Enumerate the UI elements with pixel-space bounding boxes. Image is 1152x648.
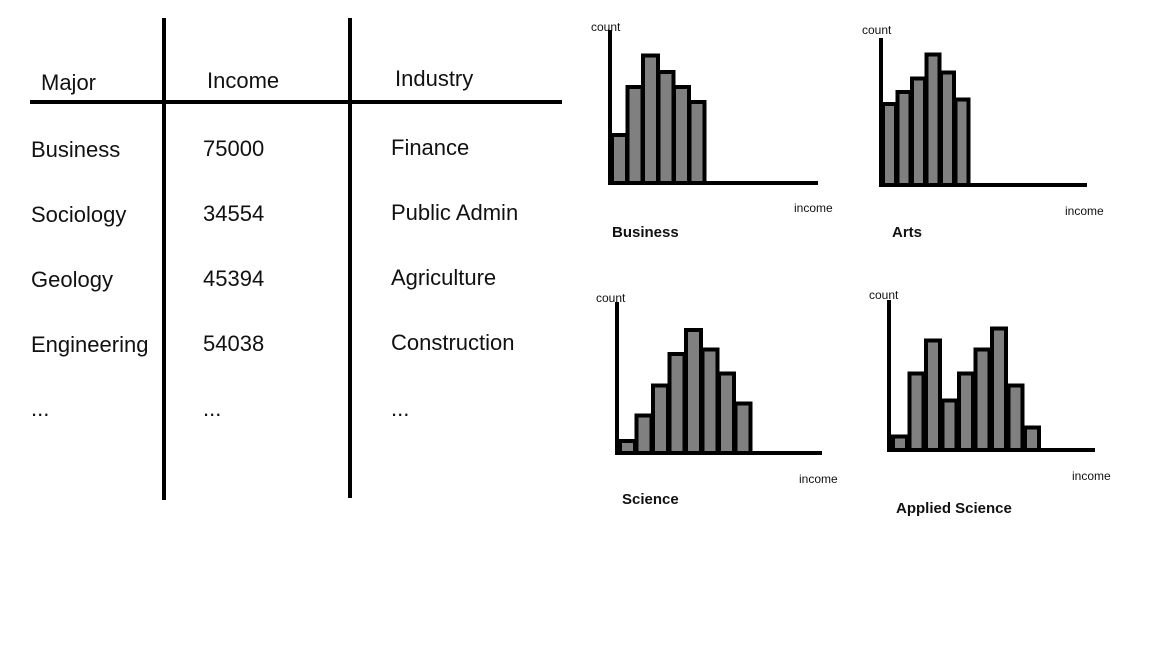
histogram-bar — [625, 85, 645, 185]
histogram-bar — [717, 371, 736, 455]
histogram-bar — [672, 85, 691, 185]
histogram-bar — [687, 100, 707, 185]
cell-major: Sociology — [31, 202, 127, 227]
y-axis-label: count — [869, 288, 899, 302]
y-axis-label: count — [862, 23, 892, 37]
histogram-bar — [953, 97, 971, 187]
cell-major: Engineering — [31, 332, 149, 357]
histogram-business: count income Business — [591, 20, 833, 241]
histogram-bar — [733, 401, 753, 455]
x-axis-label: income — [1065, 204, 1104, 218]
histogram-bar — [656, 70, 676, 185]
histogram-bar — [667, 352, 687, 455]
histogram-bar — [990, 326, 1008, 452]
histogram-bar — [910, 76, 927, 187]
histogram-bar — [940, 398, 959, 452]
histogram-bar — [895, 90, 913, 187]
x-axis-label: income — [799, 472, 838, 486]
chart-title: Business — [612, 224, 679, 241]
histogram-bar — [924, 338, 942, 452]
table-header-rule — [30, 100, 562, 104]
header-industry: Industry — [395, 66, 474, 91]
histogram-bar — [700, 347, 720, 455]
cell-industry: ... — [391, 396, 410, 421]
histogram-bar — [634, 413, 654, 455]
histogram-bar — [1023, 425, 1041, 452]
table-column-divider-1 — [162, 18, 166, 500]
table-column-divider-2 — [348, 18, 352, 498]
x-axis-label: income — [1072, 469, 1111, 483]
cell-income: 34554 — [203, 201, 265, 226]
histogram-bar — [1006, 383, 1025, 452]
histogram-bar — [939, 70, 956, 187]
cell-major: ... — [31, 396, 50, 421]
header-income: Income — [207, 68, 280, 93]
cell-industry: Finance — [391, 135, 470, 160]
cell-industry: Construction — [391, 330, 515, 355]
chart-title: Science — [622, 491, 679, 508]
histogram-bar — [684, 328, 703, 455]
cell-income: 75000 — [203, 136, 265, 161]
histogram-bar — [891, 434, 909, 452]
histogram-arts: count income Arts — [862, 23, 1104, 241]
cell-industry: Public Admin — [391, 200, 519, 225]
histogram-bar — [651, 383, 670, 455]
histogram-bar — [924, 52, 942, 187]
x-axis-label: income — [794, 201, 833, 215]
histogram-bar — [641, 53, 660, 185]
histogram-bar — [973, 347, 992, 452]
histogram-applied-science: count income Applied Science — [869, 288, 1111, 517]
histogram-bar — [610, 133, 629, 185]
histogram-science: count income Science — [596, 291, 838, 508]
cell-major: Geology — [31, 267, 113, 292]
header-major: Major — [41, 70, 97, 95]
chart-title: Arts — [892, 224, 922, 241]
y-axis-label: count — [591, 20, 621, 34]
cell-income: 54038 — [203, 331, 265, 356]
cell-industry: Agriculture — [391, 265, 497, 290]
histogram-bar — [957, 371, 975, 452]
cell-income: 45394 — [203, 266, 265, 291]
cell-major: Business — [31, 137, 121, 162]
cell-income: ... — [203, 396, 222, 421]
y-axis-label: count — [596, 291, 626, 305]
histogram-bar — [881, 102, 898, 187]
histogram-bar — [907, 371, 926, 452]
chart-title: Applied Science — [896, 500, 1012, 517]
